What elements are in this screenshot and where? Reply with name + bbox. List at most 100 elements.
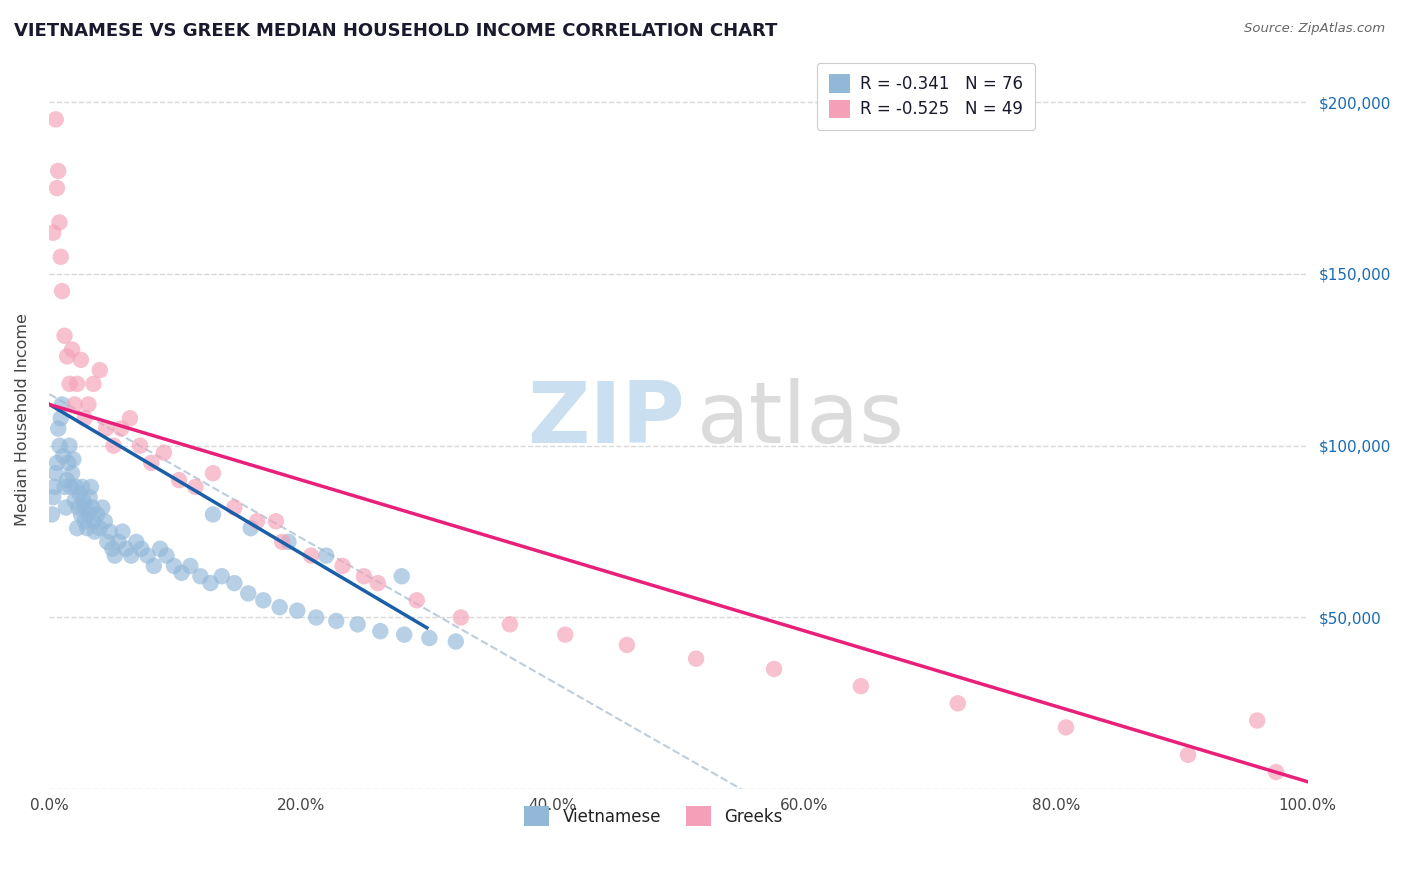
Point xyxy=(239,521,262,535)
Point xyxy=(392,627,415,641)
Point xyxy=(277,535,299,549)
Point xyxy=(299,549,322,563)
Point xyxy=(70,480,93,494)
Point xyxy=(86,508,108,522)
Point xyxy=(60,466,83,480)
Point xyxy=(62,452,84,467)
Point xyxy=(129,439,152,453)
Point xyxy=(685,651,707,665)
Point xyxy=(211,569,233,583)
Point xyxy=(60,343,83,357)
Point xyxy=(332,558,354,573)
Point xyxy=(107,535,129,549)
Text: VIETNAMESE VS GREEK MEDIAN HOUSEHOLD INCOME CORRELATION CHART: VIETNAMESE VS GREEK MEDIAN HOUSEHOLD INC… xyxy=(14,22,778,40)
Point xyxy=(80,480,103,494)
Point xyxy=(77,508,100,522)
Point xyxy=(252,593,274,607)
Point xyxy=(179,558,201,573)
Point xyxy=(55,500,77,515)
Legend: Vietnamese, Greeks: Vietnamese, Greeks xyxy=(515,796,793,837)
Point xyxy=(94,421,117,435)
Point xyxy=(200,576,222,591)
Point xyxy=(246,514,269,528)
Point xyxy=(405,593,427,607)
Point xyxy=(79,490,101,504)
Point xyxy=(1054,720,1077,734)
Point xyxy=(184,480,207,494)
Text: atlas: atlas xyxy=(697,378,905,461)
Point xyxy=(353,569,375,583)
Point xyxy=(346,617,368,632)
Point xyxy=(136,549,159,563)
Point xyxy=(56,350,79,364)
Point xyxy=(67,500,90,515)
Point xyxy=(51,397,73,411)
Point xyxy=(224,500,246,515)
Point xyxy=(129,541,152,556)
Y-axis label: Median Household Income: Median Household Income xyxy=(15,313,30,526)
Point xyxy=(49,411,72,425)
Point xyxy=(41,508,63,522)
Point xyxy=(77,397,100,411)
Point xyxy=(149,541,172,556)
Point xyxy=(444,634,467,648)
Point xyxy=(42,490,65,504)
Point xyxy=(1265,765,1288,780)
Point xyxy=(56,473,79,487)
Point xyxy=(52,449,75,463)
Point xyxy=(163,558,186,573)
Point xyxy=(104,549,127,563)
Point xyxy=(115,541,138,556)
Point xyxy=(264,514,287,528)
Text: ZIP: ZIP xyxy=(527,378,685,461)
Point xyxy=(70,352,93,367)
Point xyxy=(238,586,260,600)
Point xyxy=(46,181,69,195)
Point xyxy=(167,473,190,487)
Point xyxy=(120,549,142,563)
Point xyxy=(368,624,391,639)
Point xyxy=(58,439,80,453)
Point xyxy=(69,487,91,501)
Point xyxy=(98,524,121,539)
Point xyxy=(46,421,69,435)
Point xyxy=(89,521,111,535)
Point xyxy=(51,284,73,298)
Point xyxy=(82,376,104,391)
Text: Source: ZipAtlas.com: Source: ZipAtlas.com xyxy=(1244,22,1385,36)
Point xyxy=(142,558,165,573)
Point xyxy=(201,466,224,480)
Point xyxy=(391,569,413,583)
Point xyxy=(325,614,347,628)
Point xyxy=(45,112,67,127)
Point xyxy=(63,493,86,508)
Point xyxy=(53,328,76,343)
Point xyxy=(65,480,87,494)
Point xyxy=(285,604,308,618)
Point xyxy=(946,697,969,711)
Point xyxy=(763,662,786,676)
Point xyxy=(201,508,224,522)
Point xyxy=(82,500,104,515)
Point xyxy=(367,576,389,591)
Point xyxy=(96,535,118,549)
Point xyxy=(45,466,67,480)
Point xyxy=(155,549,177,563)
Point xyxy=(89,363,111,377)
Point xyxy=(450,610,472,624)
Point xyxy=(616,638,638,652)
Point xyxy=(418,631,440,645)
Point xyxy=(66,376,89,391)
Point xyxy=(125,535,148,549)
Point xyxy=(73,411,96,425)
Point xyxy=(72,493,94,508)
Point xyxy=(83,524,105,539)
Point xyxy=(111,524,134,539)
Point xyxy=(269,600,291,615)
Point xyxy=(224,576,246,591)
Point xyxy=(49,250,72,264)
Point xyxy=(46,164,69,178)
Point xyxy=(73,514,96,528)
Point xyxy=(44,480,66,494)
Point xyxy=(170,566,193,580)
